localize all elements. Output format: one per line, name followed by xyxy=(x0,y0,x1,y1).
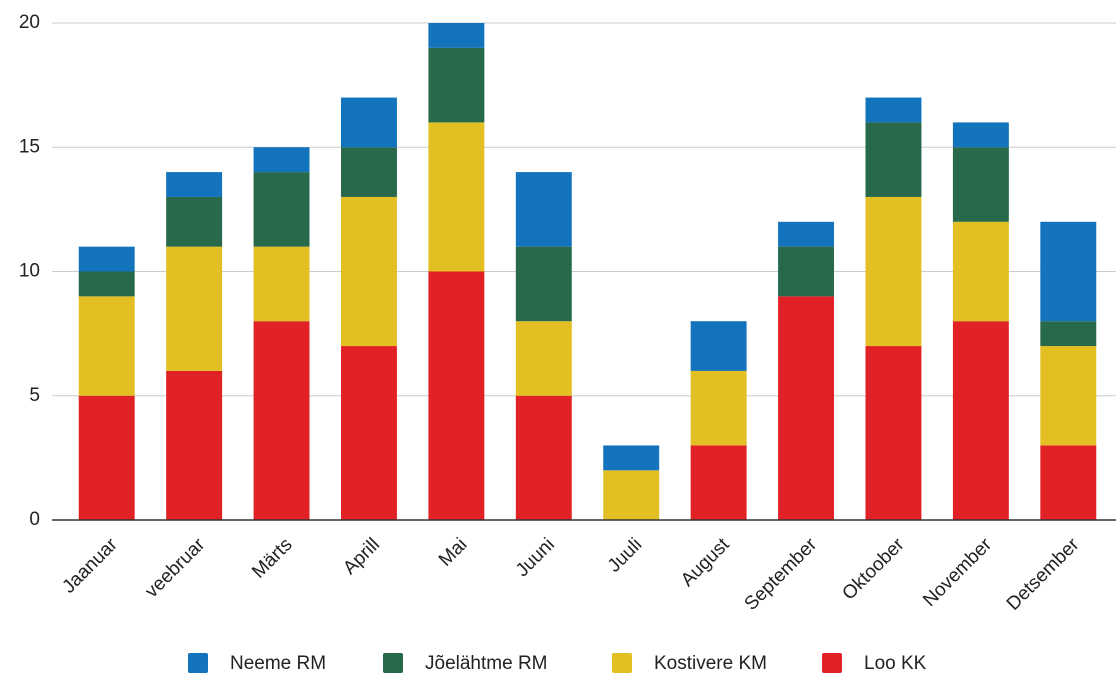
bar-segment xyxy=(428,122,485,272)
legend-swatch xyxy=(383,653,403,673)
y-tick-label: 10 xyxy=(19,261,40,282)
bar-segment xyxy=(515,395,572,520)
bar-segment xyxy=(690,370,747,446)
bar-segment xyxy=(166,172,223,197)
bar-segment xyxy=(166,370,223,520)
bar-segment xyxy=(778,296,835,520)
legend-swatch xyxy=(822,653,842,673)
bar-segment xyxy=(515,172,572,247)
bar-segment xyxy=(428,47,485,123)
bar-segment xyxy=(952,122,1009,148)
bar-segment xyxy=(340,346,397,520)
bar-segment xyxy=(253,246,310,322)
bar-segment xyxy=(865,97,922,123)
x-tick-label: Märts xyxy=(248,534,296,582)
bar-segment xyxy=(603,470,660,520)
y-tick-label: 5 xyxy=(29,385,40,406)
bar-segment xyxy=(253,172,310,247)
bar-segment xyxy=(253,321,310,520)
y-tick-label: 0 xyxy=(29,509,40,530)
bar-segment xyxy=(340,97,397,148)
bar-segment xyxy=(1040,445,1097,520)
legend-label: Jõelähtme RM xyxy=(425,653,548,674)
bar-segment xyxy=(865,346,922,520)
bar-segment xyxy=(778,246,835,297)
legend-swatch xyxy=(612,653,632,673)
bar-segment xyxy=(78,246,135,272)
x-tick-label: Detsember xyxy=(1003,534,1084,615)
x-tick-label: Jaanuar xyxy=(58,534,122,598)
y-tick-label: 20 xyxy=(19,12,40,33)
bar-segment xyxy=(515,246,572,322)
x-tick-label: November xyxy=(919,534,996,611)
bar-segment xyxy=(515,321,572,396)
x-tick-label: Juuni xyxy=(512,534,559,581)
x-tick-label: Oktoober xyxy=(838,534,909,605)
bar-segment xyxy=(865,122,922,197)
legend-label: Neeme RM xyxy=(230,653,326,674)
bar-segment xyxy=(1040,221,1097,322)
bar-segment xyxy=(1040,346,1097,446)
x-tick-label: Mai xyxy=(435,534,472,571)
bar-segment xyxy=(778,221,835,247)
bar-segment xyxy=(428,271,485,520)
y-tick-label: 15 xyxy=(19,136,40,157)
bar-segment xyxy=(603,445,660,471)
bar-segment xyxy=(1040,321,1097,347)
bar-segment xyxy=(428,23,485,48)
bar-segment xyxy=(865,196,922,347)
bar-segment xyxy=(340,196,397,347)
x-tick-label: Juuli xyxy=(604,534,646,576)
bar-segment xyxy=(690,445,747,520)
x-tick-label: Aprill xyxy=(339,534,384,579)
bar-segment xyxy=(340,147,397,197)
bar-segment xyxy=(952,321,1009,520)
bar-segment xyxy=(690,321,747,371)
bar-segment xyxy=(166,246,223,371)
bar-segment xyxy=(78,271,135,297)
bar-segment xyxy=(253,147,310,173)
x-tick-label: veebruar xyxy=(141,534,209,602)
x-tick-label: August xyxy=(677,534,734,591)
bar-segment xyxy=(78,296,135,396)
bar-segment xyxy=(952,147,1009,222)
legend-label: Kostivere KM xyxy=(654,653,767,674)
bar-segment xyxy=(166,196,223,247)
bar-segment xyxy=(952,221,1009,322)
legend-label: Loo KK xyxy=(864,653,927,674)
x-tick-label: September xyxy=(741,534,822,615)
legend-swatch xyxy=(188,653,208,673)
bar-segment xyxy=(78,395,135,520)
